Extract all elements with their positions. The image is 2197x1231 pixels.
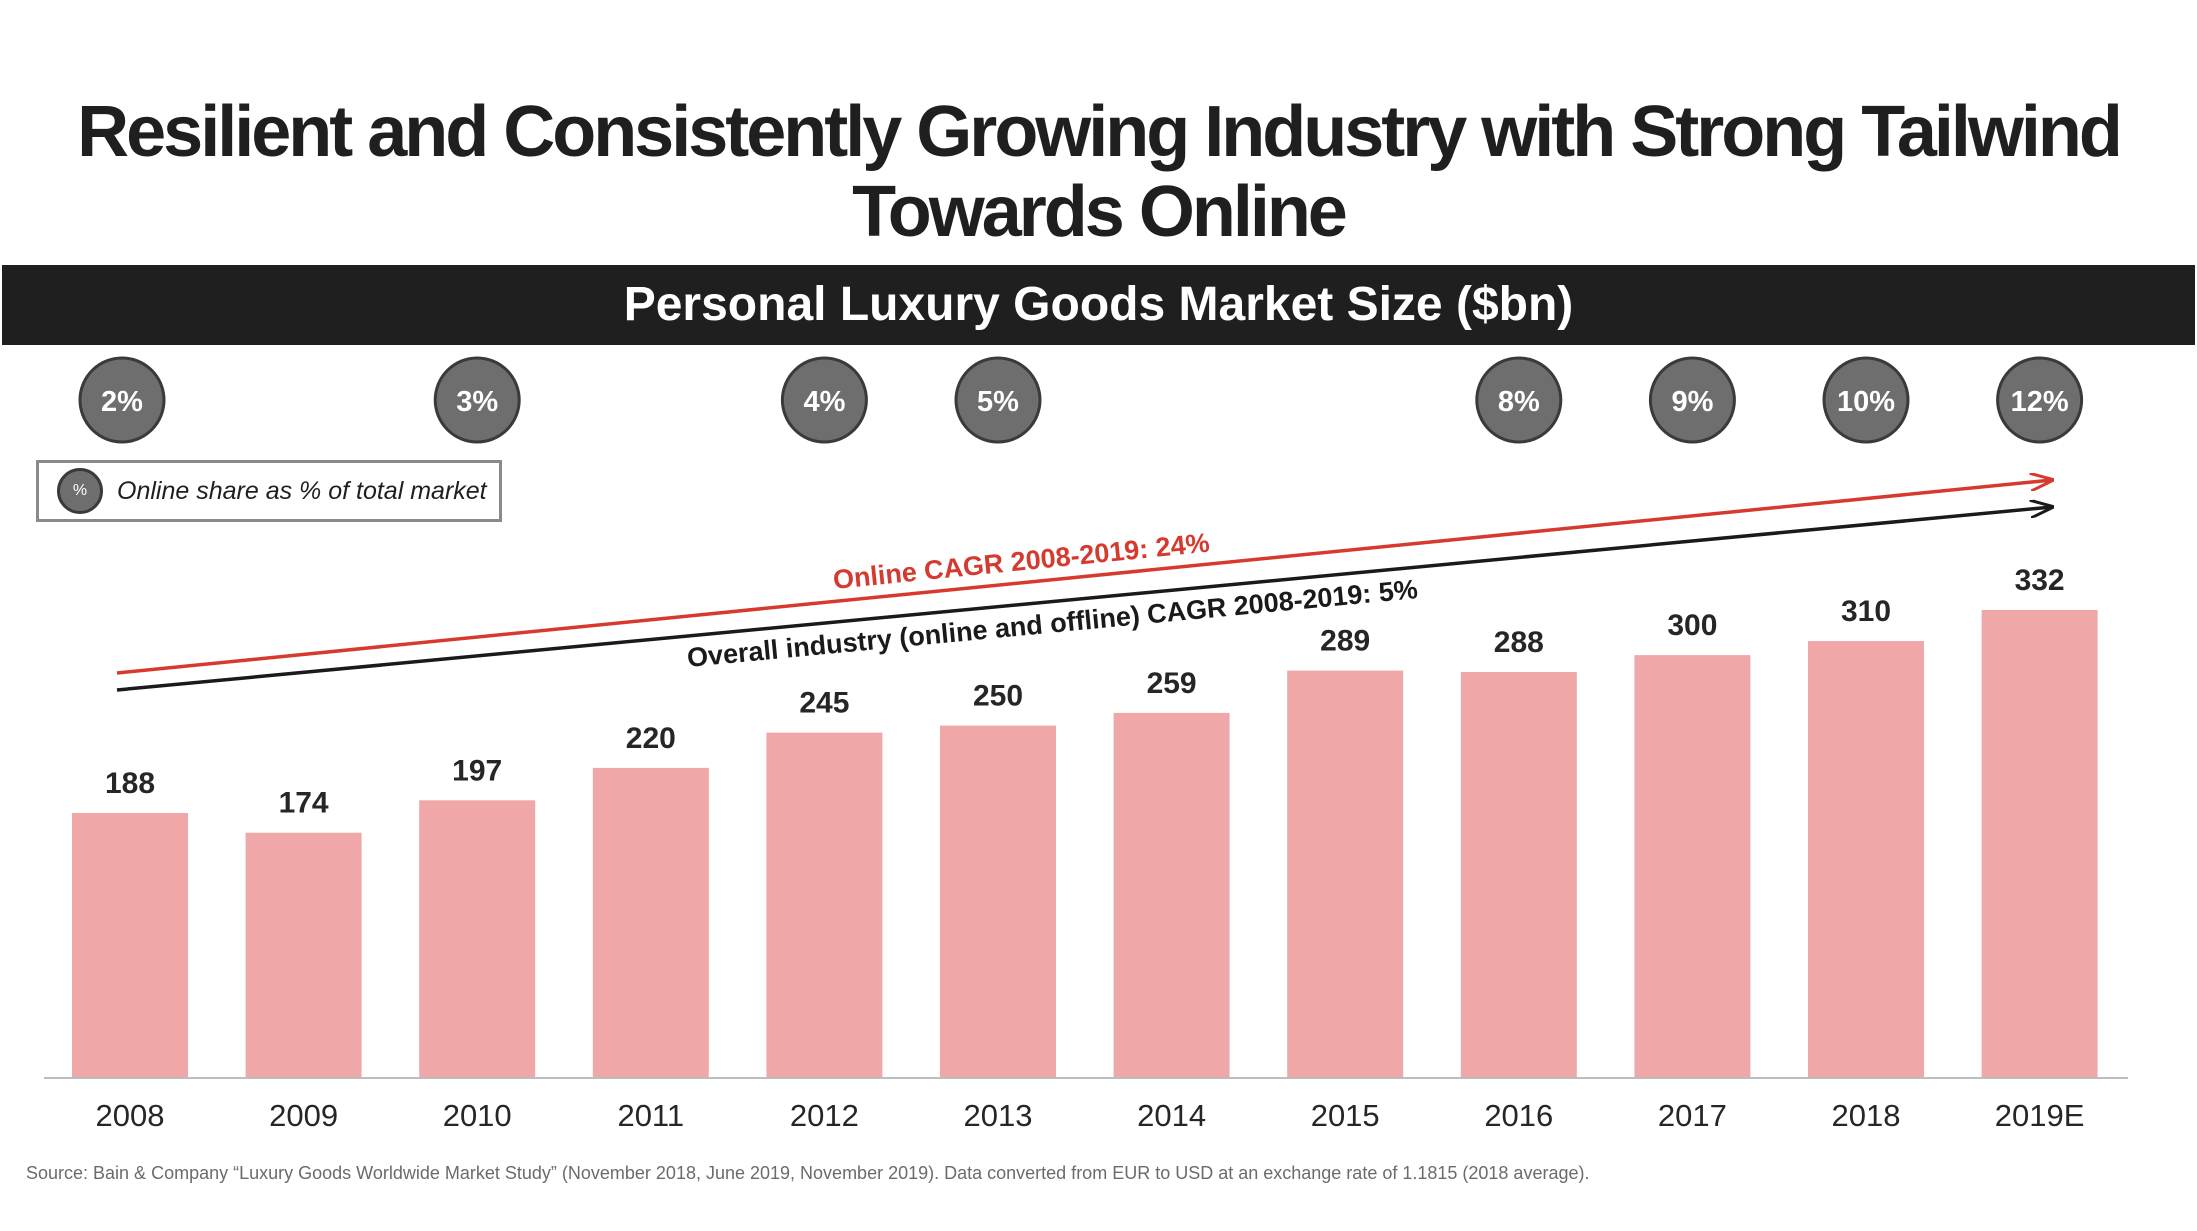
bar-value-label-2011: 220 — [626, 722, 676, 755]
online-share-label-2012: 4% — [803, 386, 845, 418]
bar-value-label-2012: 245 — [799, 687, 849, 720]
online-share-marker-2012: 4% — [780, 356, 868, 444]
x-tick-label-2018: 2018 — [1832, 1098, 1901, 1133]
online-share-marker-2016: 8% — [1475, 356, 1563, 444]
legend-percent-symbol: % — [57, 468, 103, 514]
online-share-marker-2017: 9% — [1648, 356, 1736, 444]
x-axis-ticks: 2008 2009 2010 2011 2012 2013 2014 2015 2016 2017… — [96, 1098, 2085, 1133]
x-tick-label-2015: 2015 — [1311, 1098, 1380, 1133]
online-share-markers: 2% 3% 4% 5% 8% 9% 10% 12% — [78, 356, 2084, 444]
bar-2009 — [245, 832, 362, 1078]
x-tick-label-2013: 2013 — [964, 1098, 1033, 1133]
overall-cagr-arrow — [116, 507, 2052, 692]
page-title: Resilient and Consistently Growing Indus… — [0, 92, 2197, 252]
online-share-label-2013: 5% — [977, 386, 1019, 418]
online-share-marker-2008: 2% — [78, 356, 166, 444]
bar-2008 — [72, 812, 188, 1078]
bar-value-label-2015: 289 — [1320, 625, 1370, 658]
online-share-circle-2016 — [1475, 356, 1563, 444]
x-tick-label-2017: 2017 — [1658, 1098, 1727, 1133]
bar-2018 — [1808, 641, 1924, 1078]
x-tick-label-2011: 2011 — [617, 1098, 684, 1133]
legend-label: Online share as % of total market — [117, 477, 487, 505]
online-share-label-2019E: 12% — [2011, 386, 2069, 418]
online-share-marker-2010: 3% — [433, 356, 521, 444]
bar-2017 — [1634, 655, 1751, 1078]
bar-2019E — [1981, 610, 2098, 1078]
online-share-circle-2017 — [1648, 356, 1736, 444]
legend: % Online share as % of total market — [36, 460, 502, 522]
x-tick-label-2012: 2012 — [790, 1098, 859, 1133]
online-cagr-label: Online CAGR 2008-2019: 24% — [832, 528, 1211, 595]
source-note: Source: Bain & Company “Luxury Goods Wor… — [26, 1163, 1590, 1183]
online-share-label-2016: 8% — [1498, 386, 1540, 418]
bar-2014 — [1113, 712, 1230, 1078]
bar-2016 — [1460, 672, 1577, 1078]
online-cagr-arrow — [116, 480, 2052, 675]
bar-value-label-2013: 250 — [973, 680, 1023, 713]
page-title-line-2: Towards Online — [852, 172, 1348, 252]
bar-value-label-2010: 197 — [452, 754, 502, 787]
overall-cagr-label: Overall industry (online and offline) CA… — [686, 574, 1419, 673]
x-tick-label-2008: 2008 — [96, 1098, 165, 1133]
online-share-label-2018: 10% — [1837, 386, 1895, 418]
online-share-marker-2019E: 12% — [1996, 356, 2084, 444]
online-share-label-2017: 9% — [1671, 386, 1713, 418]
x-tick-label-2014: 2014 — [1137, 1098, 1206, 1133]
bars: 188 174 197 220 245 250 259 289 288 300 310 332 — [72, 564, 2098, 1078]
page-title-line-1: Resilient and Consistently Growing Indus… — [77, 92, 2123, 172]
online-share-circle-2008 — [78, 356, 166, 444]
chart-banner-title: Personal Luxury Goods Market Size ($bn) — [2, 265, 2195, 345]
x-tick-label-2010: 2010 — [443, 1098, 512, 1133]
bar-value-label-2014: 259 — [1147, 667, 1197, 700]
online-share-label-2008: 2% — [101, 386, 143, 418]
bar-value-label-2018: 310 — [1841, 595, 1891, 628]
bar-value-label-2008: 188 — [105, 767, 155, 800]
bar-value-label-2009: 174 — [279, 787, 329, 820]
bar-2012 — [766, 732, 883, 1078]
bar-2011 — [592, 767, 709, 1078]
bar-2010 — [419, 800, 536, 1078]
online-share-marker-2013: 5% — [954, 356, 1042, 444]
online-share-label-2010: 3% — [456, 386, 498, 418]
bar-value-label-2016: 288 — [1494, 626, 1544, 659]
bar-2013 — [940, 725, 1056, 1078]
bar-value-label-2019E: 332 — [2015, 564, 2065, 597]
bar-2015 — [1287, 670, 1404, 1078]
x-tick-label-2009: 2009 — [269, 1098, 338, 1133]
online-share-circle-2010 — [433, 356, 521, 444]
x-tick-label-2016: 2016 — [1484, 1098, 1553, 1133]
online-share-circle-2019E — [1996, 356, 2084, 444]
online-share-marker-2018: 10% — [1822, 356, 1910, 444]
online-share-circle-2018 — [1822, 356, 1910, 444]
bar-value-label-2017: 300 — [1667, 609, 1717, 642]
online-share-circle-2012 — [780, 356, 868, 444]
x-tick-label-2019E: 2019E — [1995, 1098, 2085, 1133]
online-share-circle-2013 — [954, 356, 1042, 444]
